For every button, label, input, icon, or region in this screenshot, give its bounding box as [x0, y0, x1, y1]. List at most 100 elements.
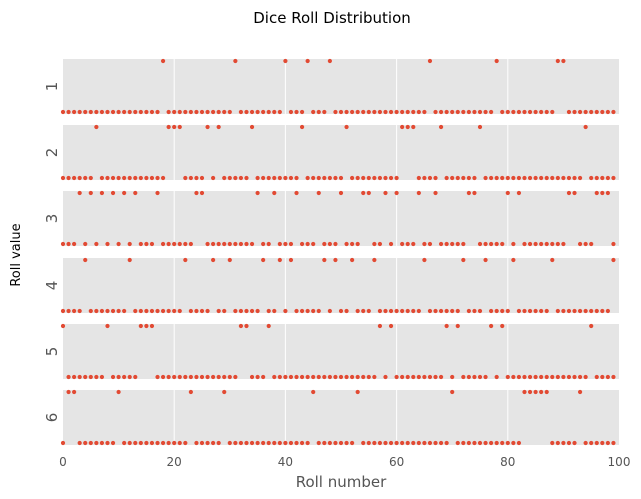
data-point — [611, 109, 616, 115]
data-point — [500, 175, 505, 181]
data-point — [422, 175, 427, 181]
data-point-hit — [600, 190, 605, 196]
data-point — [589, 109, 594, 115]
data-point — [383, 440, 388, 446]
data-point — [383, 308, 388, 314]
data-point — [261, 109, 266, 115]
data-point — [416, 109, 421, 115]
data-point-hit — [277, 257, 282, 263]
data-point — [333, 175, 338, 181]
data-point — [94, 241, 99, 247]
data-point — [522, 109, 527, 115]
data-point — [522, 374, 527, 380]
data-point — [205, 440, 210, 446]
data-point — [299, 374, 305, 380]
data-point — [572, 374, 577, 380]
data-point — [266, 308, 271, 314]
data-point — [427, 175, 433, 181]
data-point-hit — [427, 58, 433, 64]
data-point — [177, 308, 182, 314]
data-point — [266, 241, 271, 247]
data-point — [110, 175, 116, 181]
data-point — [594, 374, 599, 380]
data-point — [372, 440, 377, 446]
data-point — [438, 241, 444, 247]
data-point-hit — [500, 323, 505, 329]
data-point — [405, 241, 410, 247]
x-tick-labels: 0 20 40 60 80 100 — [59, 455, 630, 469]
data-point — [177, 374, 182, 380]
data-point — [188, 175, 193, 181]
data-point — [88, 109, 93, 115]
data-point — [600, 109, 605, 115]
data-point — [561, 308, 566, 314]
data-point-hit — [177, 124, 182, 130]
data-point — [489, 308, 494, 314]
data-point-hit — [483, 257, 488, 263]
data-point — [611, 374, 616, 380]
data-point — [88, 175, 93, 181]
data-point-hit — [377, 323, 383, 329]
data-point — [211, 440, 216, 446]
data-point — [411, 440, 416, 446]
data-point — [311, 241, 316, 247]
data-point — [272, 374, 277, 380]
data-point — [372, 109, 377, 115]
data-point — [338, 109, 344, 115]
data-point-hit — [88, 190, 93, 196]
data-point — [505, 308, 510, 314]
data-point — [305, 374, 310, 380]
data-point — [216, 374, 221, 380]
data-point — [522, 175, 527, 181]
data-point — [333, 440, 338, 446]
data-point — [505, 109, 510, 115]
data-point — [533, 109, 538, 115]
data-point — [105, 440, 110, 446]
data-point — [227, 109, 232, 115]
data-point — [577, 175, 583, 181]
data-point — [66, 308, 71, 314]
data-point — [77, 175, 82, 181]
data-point — [511, 109, 516, 115]
data-point — [466, 109, 471, 115]
data-point-hit — [411, 124, 416, 130]
data-point — [533, 175, 538, 181]
data-point — [60, 109, 66, 115]
data-point — [88, 440, 93, 446]
data-point — [494, 308, 499, 314]
panel-label: 6 — [43, 413, 61, 423]
data-point — [322, 374, 327, 380]
data-point — [255, 308, 260, 314]
data-point-hit — [611, 257, 616, 263]
data-point-hit — [544, 389, 549, 395]
data-point — [160, 241, 166, 247]
data-point — [366, 308, 371, 314]
data-point — [261, 175, 266, 181]
data-point — [294, 308, 299, 314]
data-point — [483, 109, 488, 115]
data-point — [544, 374, 549, 380]
data-point — [583, 241, 588, 247]
data-point-hit — [183, 257, 188, 263]
data-point — [377, 308, 383, 314]
data-point-hit — [444, 323, 449, 329]
data-point — [505, 374, 510, 380]
data-point — [266, 440, 271, 446]
data-point — [322, 175, 327, 181]
data-point — [350, 374, 355, 380]
data-point-hit — [266, 323, 271, 329]
data-point — [477, 308, 483, 314]
data-point — [244, 241, 249, 247]
data-point — [294, 440, 299, 446]
data-point — [183, 374, 188, 380]
data-point — [66, 374, 71, 380]
data-point — [383, 175, 388, 181]
data-point — [533, 374, 538, 380]
panels: 1 2 3 4 5 6 — [43, 58, 619, 446]
data-point-hit — [489, 323, 494, 329]
data-point-hit — [116, 389, 121, 395]
data-point — [544, 308, 549, 314]
data-point — [472, 440, 477, 446]
data-point — [361, 440, 366, 446]
data-point — [155, 175, 160, 181]
